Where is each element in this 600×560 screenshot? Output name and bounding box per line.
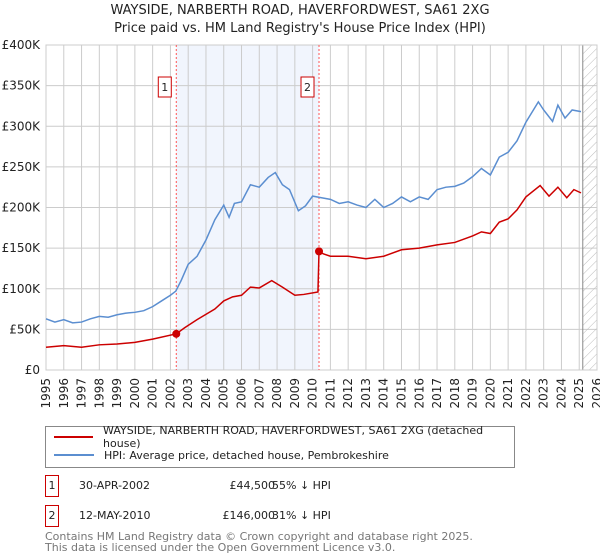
- x-tick-label: 2017: [430, 378, 444, 409]
- legend-item-property: WAYSIDE, NARBERTH ROAD, HAVERFORDWEST, S…: [54, 424, 514, 450]
- transaction-row: 1 30-APR-2002 £44,500 55% ↓ HPI: [45, 475, 445, 497]
- x-tick-label: 2021: [501, 378, 515, 409]
- legend-swatch-blue: [54, 454, 94, 456]
- y-tick-label: £150K: [2, 241, 42, 255]
- series-line: [45, 100, 582, 324]
- annotation-box: [157, 76, 172, 98]
- sale-point: [172, 329, 181, 338]
- y-tick-label: £200K: [2, 201, 42, 215]
- x-tick-label: 2001: [146, 378, 160, 409]
- transaction-price: £146,000: [222, 509, 276, 522]
- x-tick-label: 2013: [359, 378, 373, 409]
- x-tick-label: 1995: [39, 378, 53, 409]
- legend-swatch-red: [54, 436, 94, 438]
- x-tick-label: 2003: [181, 378, 195, 409]
- transaction-hpi: 31% ↓ HPI: [272, 509, 331, 522]
- y-tick-label: £0: [25, 363, 40, 377]
- legend-label: WAYSIDE, NARBERTH ROAD, HAVERFORDWEST, S…: [103, 424, 484, 450]
- x-tick-label: 2002: [163, 378, 177, 409]
- x-tick-label: 2006: [235, 378, 249, 409]
- x-tick-label: 2019: [466, 378, 480, 409]
- x-tick-label: 2012: [341, 378, 355, 409]
- plot-border: [45, 44, 598, 371]
- transaction-hpi: 55% ↓ HPI: [272, 479, 331, 492]
- transaction-marker: 2: [45, 505, 59, 527]
- y-tick-label: £350K: [2, 79, 42, 93]
- x-tick-label: 2005: [217, 378, 231, 409]
- x-tick-label: 2011: [323, 378, 337, 409]
- plot-area: £0 £50K £100K £150K £200K £250K £300K £350K £400…: [2, 38, 600, 409]
- x-tick-label: 2004: [199, 378, 213, 409]
- legend-item-hpi: HPI: Average price, detached house, Pemb…: [54, 446, 389, 464]
- y-tick-label: £300K: [2, 119, 42, 133]
- chart-title: WAYSIDE, NARBERTH ROAD, HAVERFORDWEST, S…: [110, 3, 490, 18]
- x-tick-label: 2023: [537, 378, 551, 409]
- y-tick-label: £250K: [2, 160, 42, 174]
- chart-subtitle: Price paid vs. HM Land Registry's House …: [114, 21, 486, 36]
- x-tick-label: 1999: [110, 378, 124, 409]
- transaction-price: £44,500: [229, 479, 276, 492]
- x-tick-label: 1998: [92, 378, 106, 409]
- x-tick-label: 2015: [394, 378, 408, 409]
- legend: WAYSIDE, NARBERTH ROAD, HAVERFORDWEST, S…: [45, 424, 515, 468]
- x-tick-label: 2016: [412, 378, 426, 409]
- x-tick-label: 1997: [75, 378, 89, 409]
- x-tick-label: 2008: [270, 378, 284, 409]
- annotation-label: 1: [161, 81, 168, 94]
- transaction-row: 2 12-MAY-2010 £146,000 31% ↓ HPI: [45, 505, 445, 527]
- footer-licence: This data is licensed under the Open Gov…: [45, 541, 396, 554]
- x-tick-label: 2007: [252, 378, 266, 409]
- x-tick-label: 1996: [57, 378, 71, 409]
- annotation-label: 2: [304, 81, 311, 94]
- x-tick-label: 2014: [377, 378, 391, 409]
- x-tick-label: 2000: [128, 378, 142, 409]
- transaction-date: 30-APR-2002: [79, 479, 151, 492]
- x-tick-label: 2020: [483, 378, 497, 409]
- annotation-box: [300, 76, 315, 98]
- y-tick-label: £400K: [2, 38, 42, 52]
- x-tick-label: 2026: [590, 378, 600, 409]
- x-tick-label: 2009: [288, 378, 302, 409]
- transaction-date: 12-MAY-2010: [79, 509, 151, 522]
- y-tick-label: £100K: [2, 282, 42, 296]
- transaction-marker: 1: [45, 475, 59, 497]
- x-tick-label: 2010: [306, 378, 320, 409]
- x-tick-label: 2025: [572, 378, 586, 409]
- legend-label: HPI: Average price, detached house, Pemb…: [104, 448, 389, 462]
- y-tick-label: £50K: [9, 322, 41, 336]
- x-tick-label: 2024: [554, 378, 568, 409]
- x-tick-label: 2018: [448, 378, 462, 409]
- sale-point: [315, 247, 324, 256]
- footer-copyright: Contains HM Land Registry data © Crown c…: [45, 530, 473, 543]
- forecast-hatch: [582, 45, 597, 370]
- x-tick-label: 2022: [519, 378, 533, 409]
